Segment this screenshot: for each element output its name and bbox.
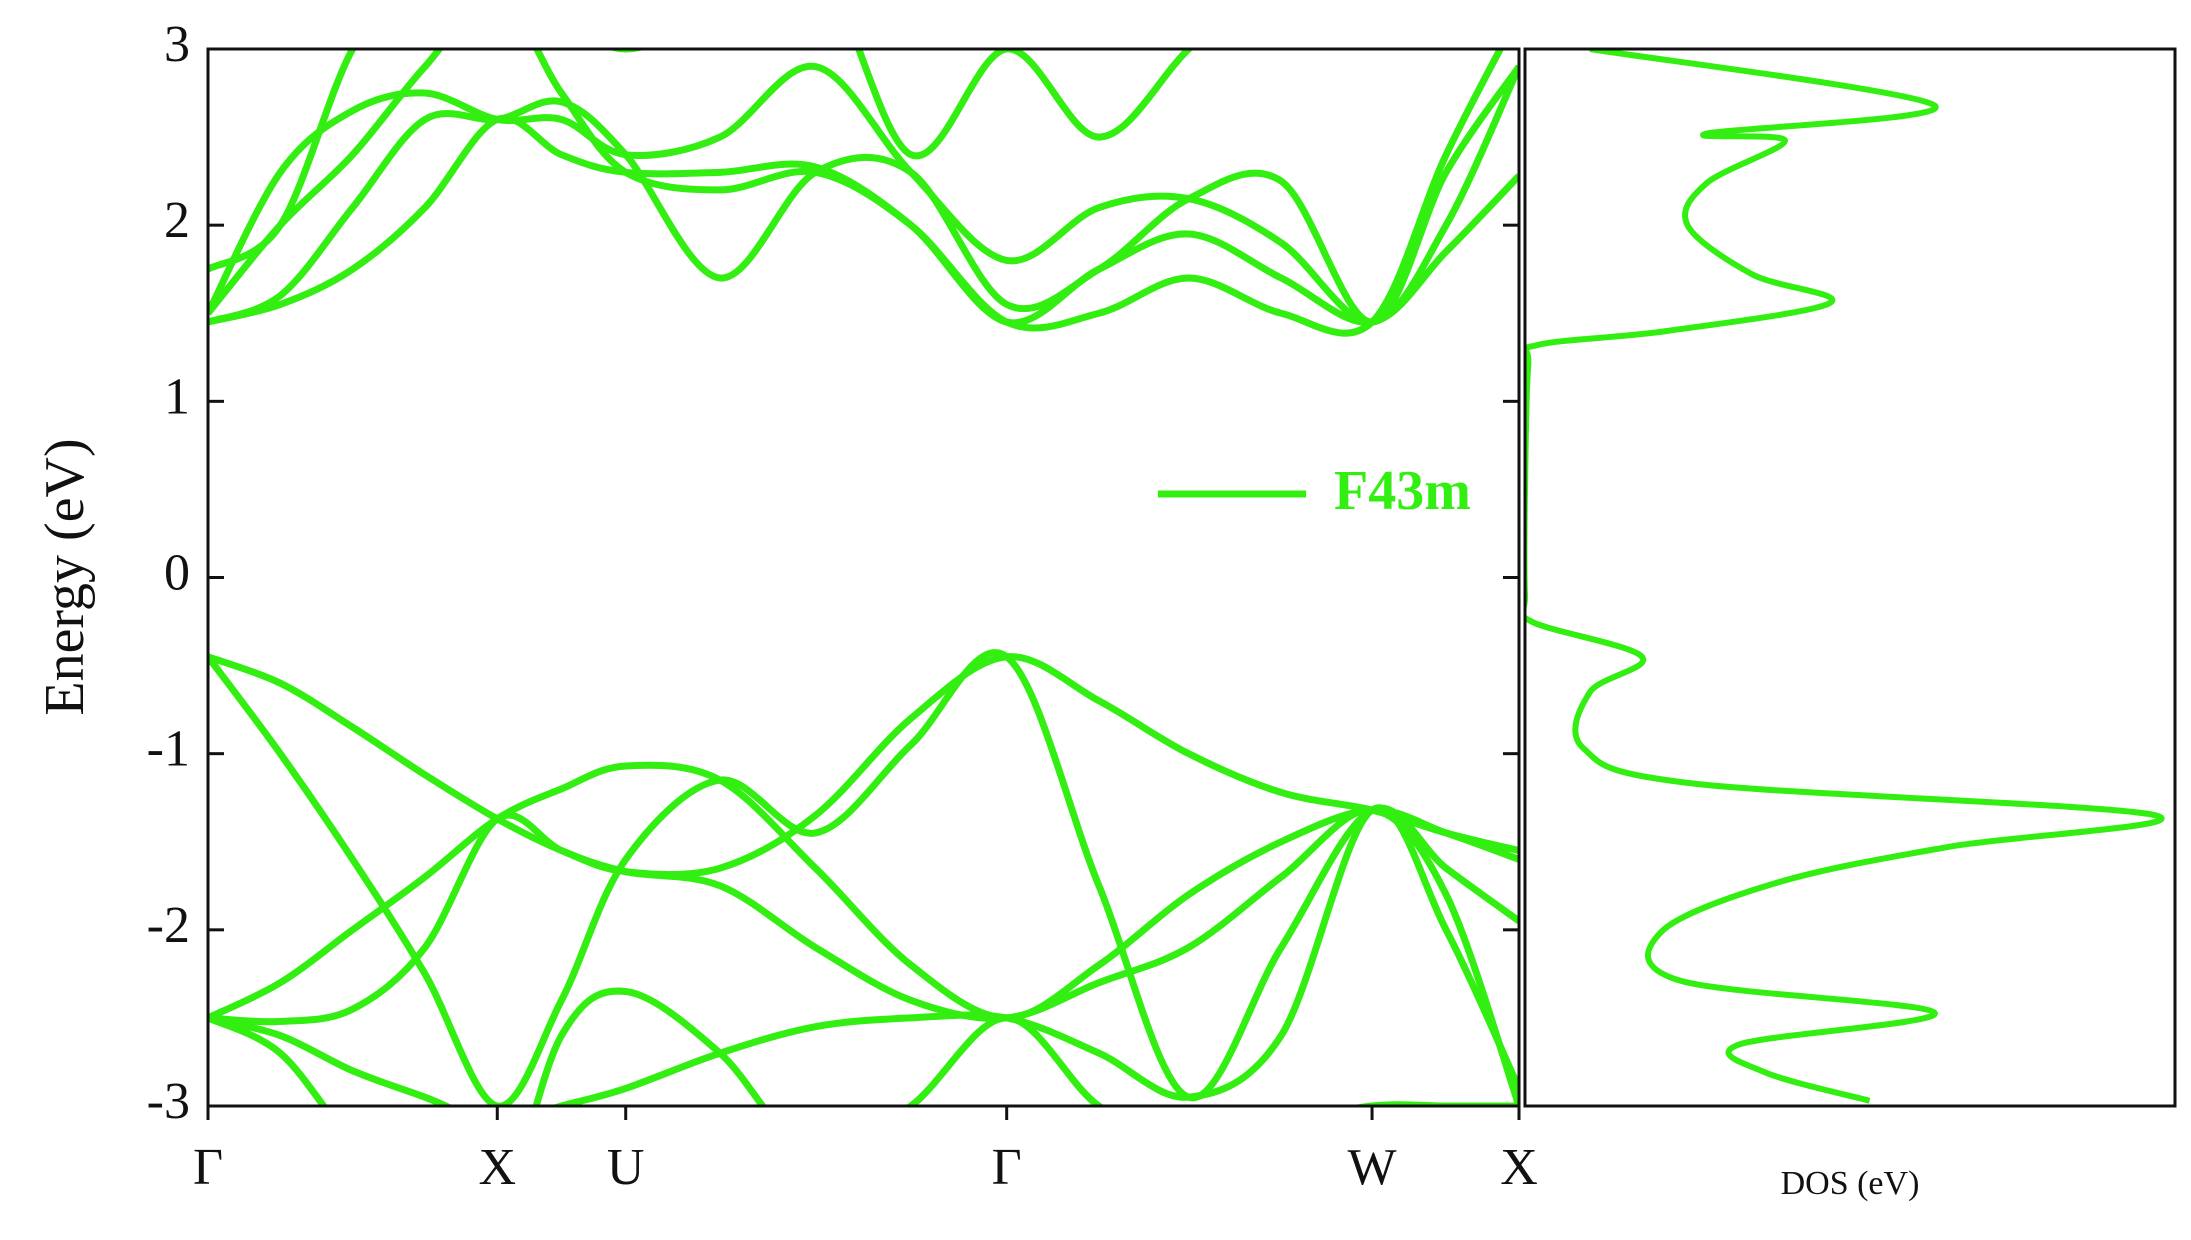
y-tick-label: 0: [164, 544, 190, 601]
x-tick-label: X: [478, 1139, 516, 1196]
x-tick-label: X: [1500, 1139, 1538, 1196]
y-axis-title: Energy (eV): [34, 438, 96, 715]
y-tick-label: 1: [164, 368, 190, 425]
x-tick-label: Γ: [193, 1139, 223, 1196]
band-line: [208, 62, 1519, 326]
y-tick-label: -3: [147, 1073, 190, 1130]
band-line: [208, 761, 1519, 1022]
band-line: [208, 649, 1519, 1106]
y-tick-label: 2: [164, 192, 190, 249]
band-line: [208, 64, 1519, 326]
y-tick-label: 3: [164, 16, 190, 73]
dos-frame: [1523, 47, 2177, 1108]
y-tick-label: -1: [147, 721, 190, 778]
x-tick-label: W: [1348, 1139, 1397, 1196]
dos-line: [1525, 49, 2165, 1104]
x-tick-label: U: [607, 1139, 645, 1196]
band-line: [208, 804, 1519, 1106]
legend-label: F43m: [1334, 460, 1471, 522]
band-line: [208, 806, 1519, 1106]
plot-frame: [206, 47, 1521, 1108]
x-axis-title: DOS (eV): [1781, 1165, 1920, 1202]
band-line: [208, 653, 1519, 879]
x-tick-label: Γ: [992, 1139, 1022, 1196]
dos-group: [1525, 49, 2165, 1104]
band-line: [208, 114, 1519, 327]
band-lines: [208, 49, 1519, 1106]
y-tick-label: -2: [147, 897, 190, 954]
band-line: [208, 49, 1505, 337]
